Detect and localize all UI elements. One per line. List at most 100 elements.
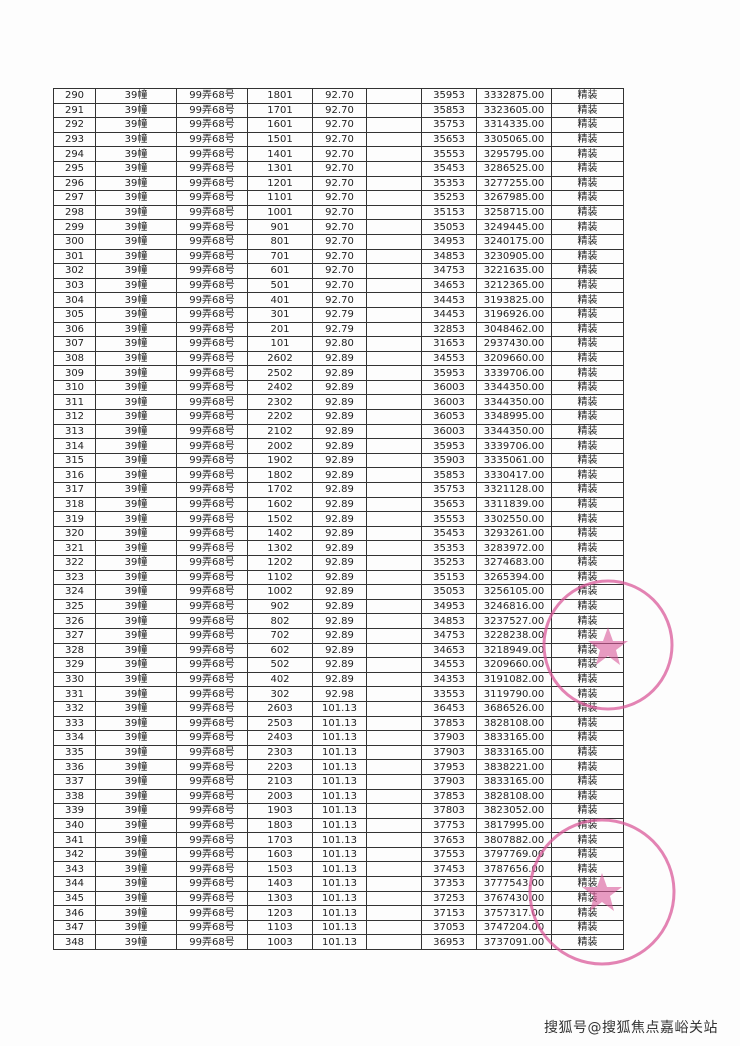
unit-price: 35053 bbox=[421, 584, 477, 600]
area: 92.89 bbox=[312, 540, 367, 556]
area: 92.70 bbox=[312, 292, 367, 308]
room-number: 1803 bbox=[247, 817, 313, 834]
table-row: 339 39幢 99弄68号 1903 101.13 37803 3823052.00 精装 bbox=[53, 803, 624, 819]
total-price: 3767430.00 bbox=[476, 890, 552, 907]
decoration: 精装 bbox=[551, 423, 624, 440]
area: 92.89 bbox=[312, 452, 367, 469]
table-row: 298 39幢 99弄68号 1001 92.70 35153 3258715.00 精装 bbox=[53, 204, 624, 221]
building: 39幢 bbox=[95, 715, 177, 732]
table-row: 315 39幢 99弄68号 1902 92.89 35903 3335061.00 精装 bbox=[53, 452, 624, 469]
total-price: 3237527.00 bbox=[476, 613, 552, 629]
blank-cell bbox=[366, 146, 422, 162]
address: 99弄68号 bbox=[176, 336, 248, 352]
blank-cell bbox=[366, 817, 422, 834]
building: 39幢 bbox=[95, 350, 177, 367]
decoration: 精装 bbox=[551, 263, 624, 279]
row-number: 337 bbox=[53, 773, 96, 790]
area: 92.89 bbox=[312, 350, 367, 367]
area: 92.89 bbox=[312, 482, 367, 498]
room-number: 101 bbox=[247, 336, 313, 352]
decoration: 精装 bbox=[551, 671, 624, 688]
decoration: 精装 bbox=[551, 88, 624, 104]
blank-cell bbox=[366, 102, 422, 119]
total-price: 3267985.00 bbox=[476, 190, 552, 206]
total-price: 3258715.00 bbox=[476, 204, 552, 221]
unit-price: 37753 bbox=[421, 817, 477, 834]
total-price: 3209660.00 bbox=[476, 350, 552, 367]
address: 99弄68号 bbox=[176, 102, 248, 119]
building: 39幢 bbox=[95, 788, 177, 805]
area: 92.70 bbox=[312, 102, 367, 119]
room-number: 1201 bbox=[247, 175, 313, 192]
area: 101.13 bbox=[312, 817, 367, 834]
unit-price: 34653 bbox=[421, 642, 477, 659]
decoration: 精装 bbox=[551, 555, 624, 571]
row-number: 302 bbox=[53, 263, 96, 279]
total-price: 3323605.00 bbox=[476, 102, 552, 119]
building: 39幢 bbox=[95, 482, 177, 498]
building: 39幢 bbox=[95, 919, 177, 936]
total-price: 3797769.00 bbox=[476, 846, 552, 863]
table-row: 320 39幢 99弄68号 1402 92.89 35453 3293261.00 精装 bbox=[53, 525, 624, 542]
address: 99弄68号 bbox=[176, 861, 248, 878]
decoration: 精装 bbox=[551, 482, 624, 498]
room-number: 1101 bbox=[247, 190, 313, 206]
row-number: 295 bbox=[53, 160, 96, 177]
decoration: 精装 bbox=[551, 438, 624, 454]
building: 39幢 bbox=[95, 248, 177, 265]
table-row: 344 39幢 99弄68号 1403 101.13 37353 3777543.00 精装 bbox=[53, 876, 624, 892]
blank-cell bbox=[366, 613, 422, 629]
address: 99弄68号 bbox=[176, 627, 248, 644]
row-number: 300 bbox=[53, 233, 96, 250]
address: 99弄68号 bbox=[176, 832, 248, 848]
row-number: 322 bbox=[53, 555, 96, 571]
address: 99弄68号 bbox=[176, 890, 248, 907]
area: 92.70 bbox=[312, 175, 367, 192]
room-number: 1302 bbox=[247, 540, 313, 556]
row-number: 348 bbox=[53, 934, 96, 951]
table-row: 330 39幢 99弄68号 402 92.89 34353 3191082.00 精装 bbox=[53, 671, 624, 688]
room-number: 1602 bbox=[247, 496, 313, 513]
room-number: 2103 bbox=[247, 773, 313, 790]
address: 99弄68号 bbox=[176, 292, 248, 308]
total-price: 3833165.00 bbox=[476, 730, 552, 746]
total-price: 3787656.00 bbox=[476, 861, 552, 878]
row-number: 307 bbox=[53, 336, 96, 352]
unit-price: 37353 bbox=[421, 876, 477, 892]
decoration: 精装 bbox=[551, 219, 624, 235]
blank-cell bbox=[366, 934, 422, 951]
address: 99弄68号 bbox=[176, 306, 248, 323]
table-row: 348 39幢 99弄68号 1003 101.13 36953 3737091.00 精装 bbox=[53, 934, 624, 951]
unit-price: 34553 bbox=[421, 657, 477, 673]
row-number: 296 bbox=[53, 175, 96, 192]
table-row: 291 39幢 99弄68号 1701 92.70 35853 3323605.00 精装 bbox=[53, 102, 624, 119]
room-number: 1303 bbox=[247, 890, 313, 907]
address: 99弄68号 bbox=[176, 219, 248, 235]
address: 99弄68号 bbox=[176, 569, 248, 586]
blank-cell bbox=[366, 540, 422, 556]
unit-price: 35353 bbox=[421, 540, 477, 556]
blank-cell bbox=[366, 584, 422, 600]
area: 92.70 bbox=[312, 219, 367, 235]
area: 101.13 bbox=[312, 759, 367, 775]
unit-price: 37803 bbox=[421, 803, 477, 819]
room-number: 1103 bbox=[247, 919, 313, 936]
building: 39幢 bbox=[95, 598, 177, 615]
total-price: 3339706.00 bbox=[476, 438, 552, 454]
table-row: 326 39幢 99弄68号 802 92.89 34853 3237527.00 精装 bbox=[53, 613, 624, 629]
unit-price: 34453 bbox=[421, 306, 477, 323]
decoration: 精装 bbox=[551, 832, 624, 848]
room-number: 2203 bbox=[247, 759, 313, 775]
table-row: 290 39幢 99弄68号 1801 92.70 35953 3332875.00 精装 bbox=[53, 88, 624, 104]
row-number: 290 bbox=[53, 88, 96, 104]
decoration: 精装 bbox=[551, 598, 624, 615]
building: 39幢 bbox=[95, 890, 177, 907]
blank-cell bbox=[366, 525, 422, 542]
total-price: 3274683.00 bbox=[476, 555, 552, 571]
blank-cell bbox=[366, 263, 422, 279]
decoration: 精装 bbox=[551, 175, 624, 192]
building: 39幢 bbox=[95, 730, 177, 746]
table-body: 290 39幢 99弄68号 1801 92.70 35953 3332875.00 精装 29… bbox=[53, 88, 624, 951]
blank-cell bbox=[366, 730, 422, 746]
blank-cell bbox=[366, 190, 422, 206]
